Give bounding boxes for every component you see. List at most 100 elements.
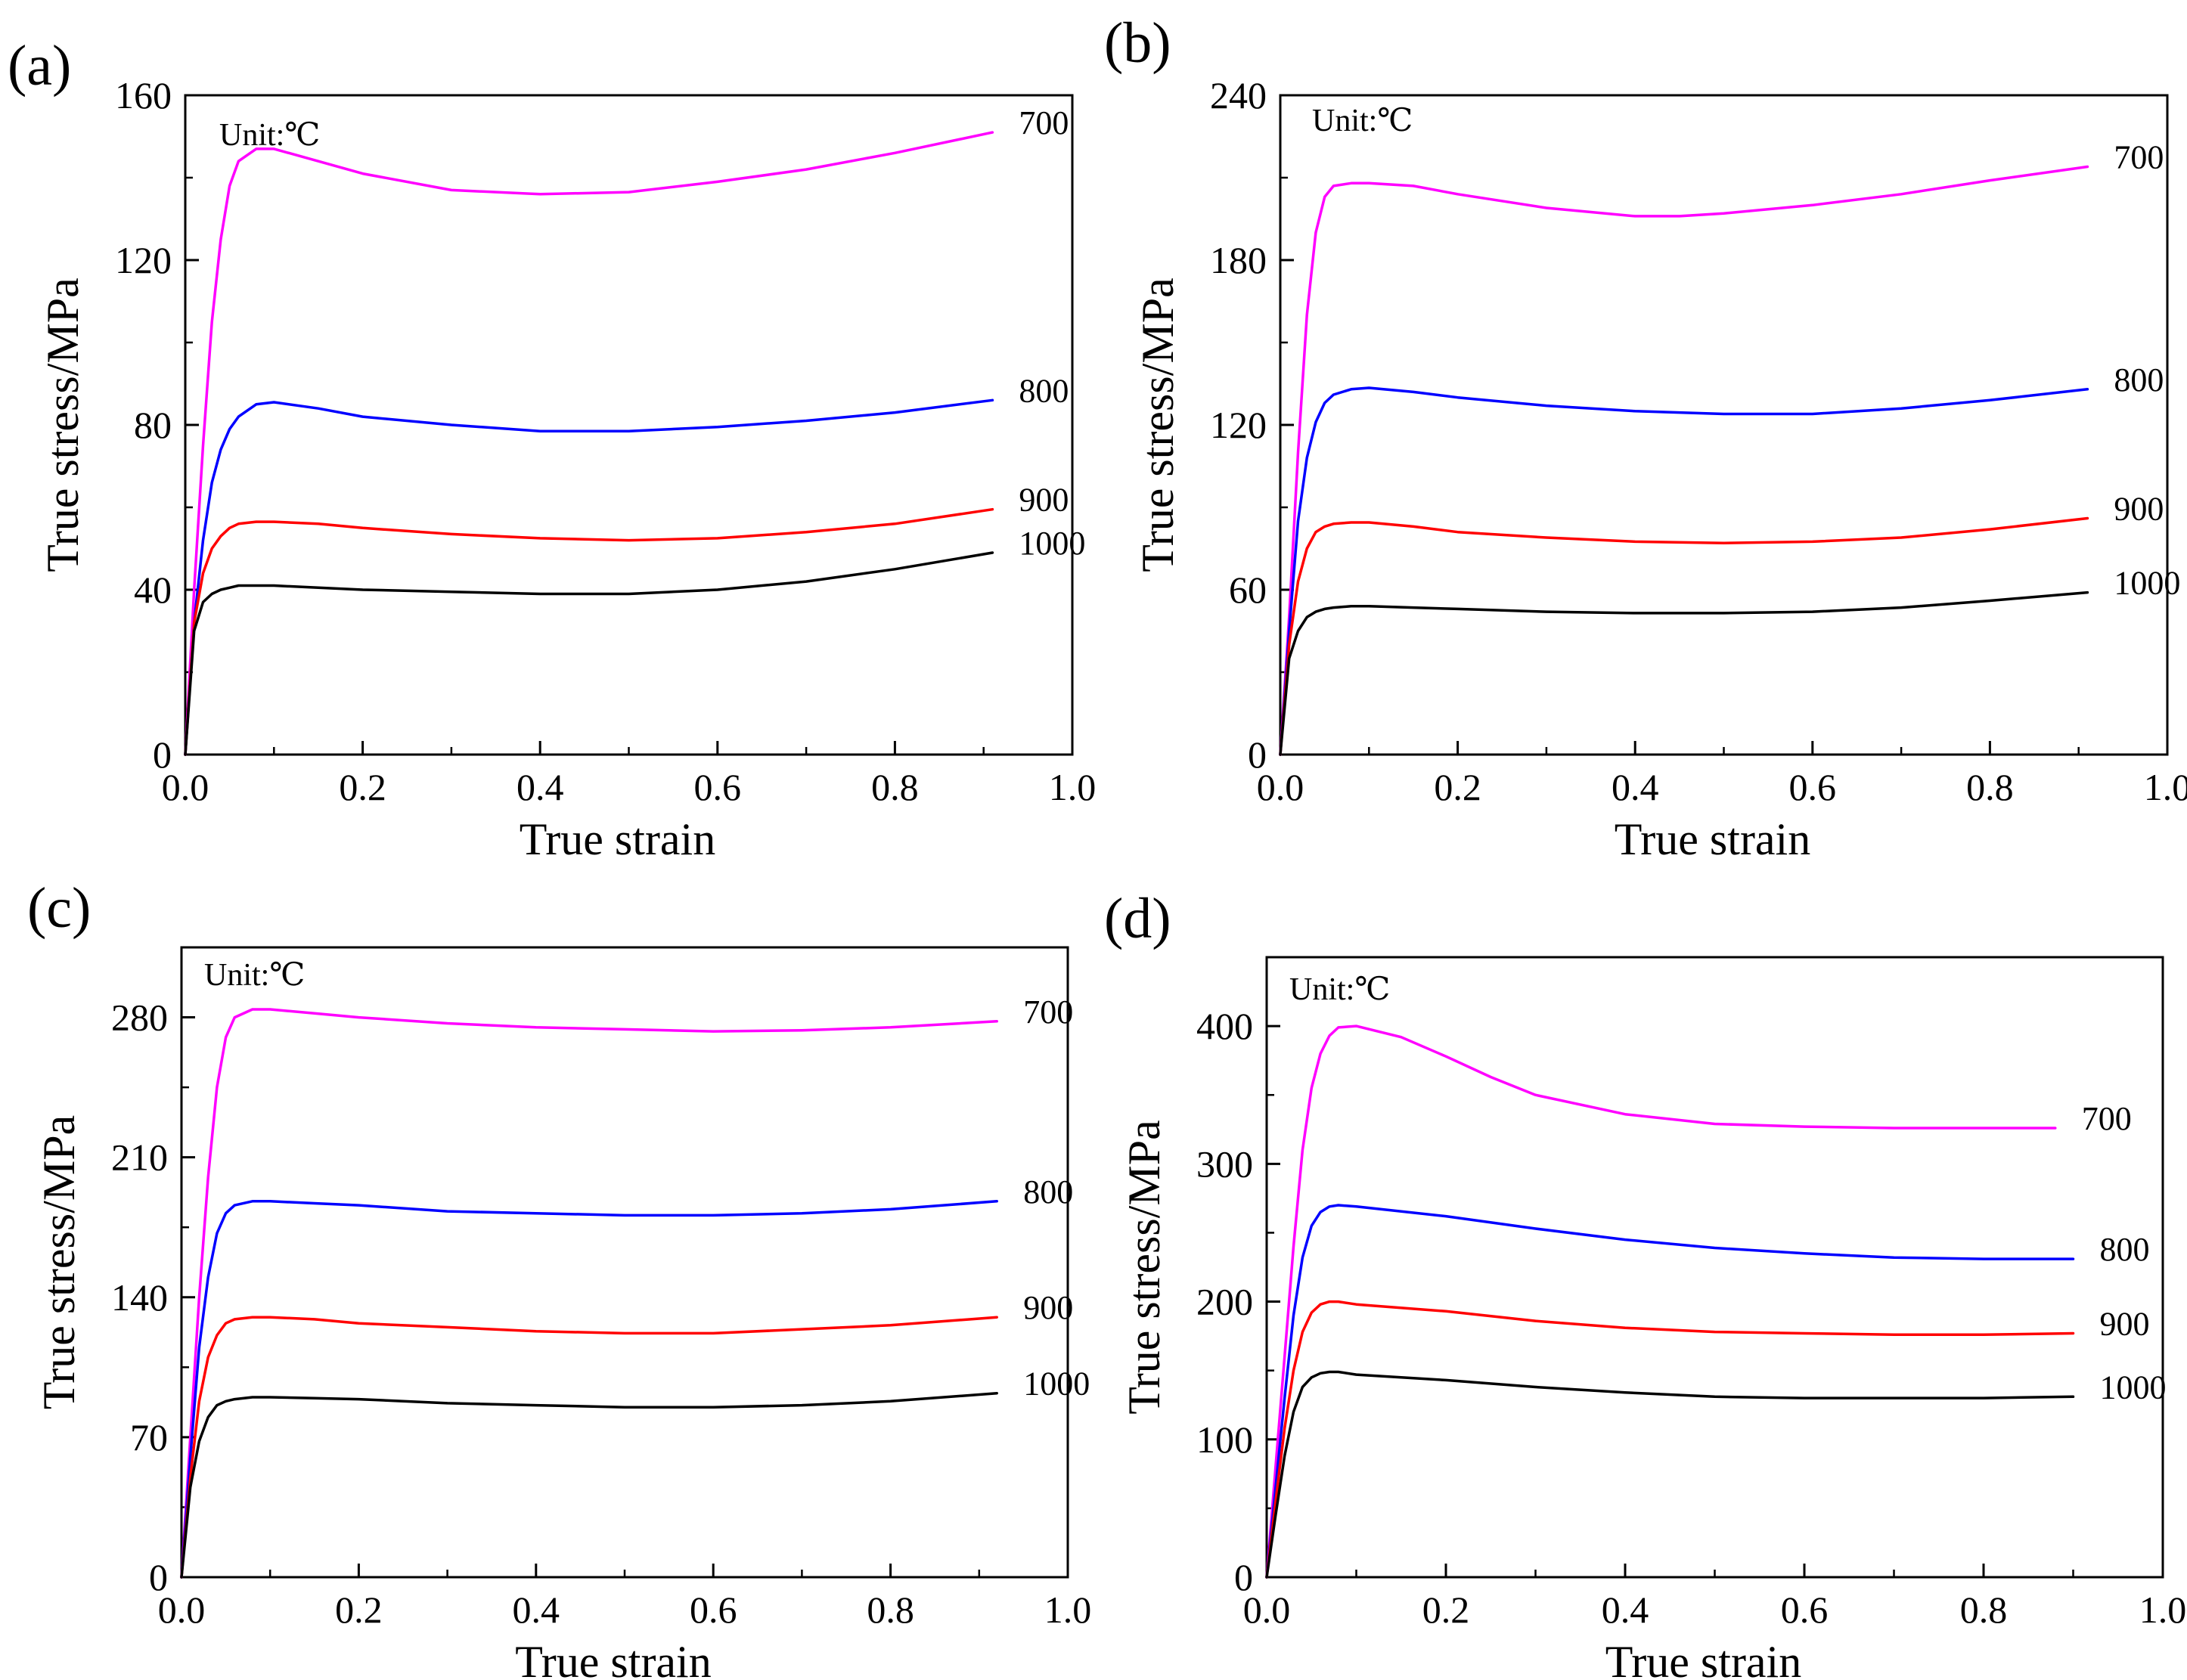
x-tick-label: 0.4 bbox=[1612, 766, 1659, 808]
x-tick-label: 0.6 bbox=[694, 766, 742, 808]
x-tick-label: 0.4 bbox=[517, 766, 564, 808]
x-tick-label: 1.0 bbox=[1044, 1589, 1092, 1631]
y-axis-label: True stress/MPa bbox=[34, 1115, 84, 1410]
y-tick-label: 0 bbox=[1248, 733, 1267, 776]
unit-note: Unit:℃ bbox=[219, 118, 320, 153]
x-tick-label: 1.0 bbox=[1049, 766, 1097, 808]
x-tick-label: 0.0 bbox=[162, 766, 209, 808]
x-tick-label: 0.6 bbox=[1789, 766, 1837, 808]
series-line-700 bbox=[1265, 1024, 2057, 1579]
x-tick-label: 0.0 bbox=[1257, 766, 1304, 808]
y-tick-label: 60 bbox=[1229, 569, 1267, 611]
x-tick-label: 1.0 bbox=[2139, 1589, 2187, 1631]
series-line-1000 bbox=[1279, 590, 2089, 756]
chart-panel-4: (d) 0.0 0.2 0.4 0.6 0.8 1.0 0 100 200 300 400 True s… bbox=[1104, 887, 2186, 1680]
x-tick-label: 0.4 bbox=[513, 1589, 560, 1631]
series-label-800: 800 bbox=[2114, 361, 2164, 398]
y-tick-label: 0 bbox=[149, 1556, 168, 1598]
x-tick-label: 0.4 bbox=[1602, 1589, 1649, 1631]
series-label-900: 900 bbox=[2114, 491, 2164, 528]
y-axis-label: True stress/MPa bbox=[1133, 277, 1183, 572]
y-tick-label: 200 bbox=[1196, 1281, 1253, 1323]
y-tick-label: 70 bbox=[130, 1416, 168, 1458]
series-label-700: 700 bbox=[2082, 1100, 2132, 1137]
x-tick-label: 0.0 bbox=[1243, 1589, 1291, 1631]
x-tick-label: 0.0 bbox=[158, 1589, 206, 1631]
unit-note: Unit:℃ bbox=[204, 958, 305, 993]
series-line-700 bbox=[180, 1008, 998, 1579]
x-axis-label: True strain bbox=[515, 1637, 711, 1680]
y-tick-label: 140 bbox=[111, 1276, 168, 1319]
series-line-1000 bbox=[1265, 1370, 2075, 1579]
plot-frame bbox=[1279, 94, 2169, 756]
series-line-1000 bbox=[180, 1391, 998, 1579]
plot-frame bbox=[180, 946, 1069, 1579]
series-line-900 bbox=[1265, 1300, 2075, 1579]
y-tick-label: 40 bbox=[134, 569, 172, 611]
series-label-700: 700 bbox=[1019, 104, 1069, 141]
series-line-1000 bbox=[184, 551, 994, 756]
series-label-800: 800 bbox=[1023, 1173, 1073, 1210]
chart-panel-2: (b) 0.0 0.2 0.4 0.6 0.8 1.0 0 60 120 180 240 True st… bbox=[1104, 11, 2187, 864]
series-label-900: 900 bbox=[2100, 1305, 2150, 1342]
panel-label: (d) bbox=[1104, 887, 1171, 950]
series-line-800 bbox=[180, 1200, 998, 1579]
x-tick-label: 0.8 bbox=[867, 1589, 914, 1631]
x-axis-label: True strain bbox=[520, 814, 715, 864]
y-tick-label: 120 bbox=[1210, 404, 1267, 446]
series-line-700 bbox=[184, 131, 994, 756]
y-tick-label: 300 bbox=[1196, 1142, 1253, 1185]
plot-frame bbox=[1265, 956, 2164, 1579]
series-label-900: 900 bbox=[1023, 1289, 1073, 1326]
y-tick-label: 0 bbox=[153, 733, 172, 776]
x-tick-label: 0.6 bbox=[1781, 1589, 1829, 1631]
series-line-800 bbox=[184, 398, 994, 756]
panel-label: (b) bbox=[1104, 11, 1171, 75]
series-line-800 bbox=[1279, 386, 2089, 756]
unit-note: Unit:℃ bbox=[1312, 104, 1413, 138]
panel-label: (c) bbox=[27, 876, 91, 940]
y-tick-label: 80 bbox=[134, 404, 172, 446]
series-line-900 bbox=[184, 507, 994, 756]
series-label-700: 700 bbox=[1023, 993, 1073, 1031]
x-tick-label: 1.0 bbox=[2144, 766, 2187, 808]
y-tick-label: 120 bbox=[115, 239, 172, 281]
y-tick-label: 280 bbox=[111, 997, 168, 1039]
y-tick-label: 210 bbox=[111, 1136, 168, 1179]
x-tick-label: 0.8 bbox=[1960, 1589, 2008, 1631]
y-tick-label: 100 bbox=[1196, 1418, 1253, 1461]
panel-label: (a) bbox=[8, 34, 71, 98]
chart-panel-1: (a) 0.0 0.2 0.4 0.6 0.8 1.0 0 40 80 120 160 True str… bbox=[8, 34, 1096, 864]
y-tick-label: 160 bbox=[115, 74, 172, 116]
x-axis-label: True strain bbox=[1615, 814, 1810, 864]
series-line-900 bbox=[1279, 516, 2089, 756]
series-line-700 bbox=[1279, 165, 2089, 756]
series-label-1000: 1000 bbox=[2114, 565, 2180, 602]
series-label-800: 800 bbox=[2100, 1231, 2150, 1268]
unit-note: Unit:℃ bbox=[1289, 972, 1390, 1007]
x-tick-label: 0.2 bbox=[1434, 766, 1481, 808]
series-label-900: 900 bbox=[1019, 482, 1069, 519]
y-tick-label: 180 bbox=[1210, 239, 1267, 281]
x-tick-label: 0.6 bbox=[690, 1589, 737, 1631]
y-axis-label: True stress/MPa bbox=[38, 277, 88, 572]
chart-panel-3: (c) 0.0 0.2 0.4 0.6 0.8 1.0 0 70 140 210 280 True st… bbox=[27, 876, 1091, 1680]
series-line-800 bbox=[1265, 1204, 2075, 1579]
x-tick-label: 0.2 bbox=[339, 766, 386, 808]
x-tick-label: 0.2 bbox=[335, 1589, 383, 1631]
x-tick-label: 0.8 bbox=[1966, 766, 2014, 808]
plot-frame bbox=[184, 94, 1074, 756]
series-label-800: 800 bbox=[1019, 372, 1069, 409]
series-line-900 bbox=[180, 1316, 998, 1579]
y-tick-label: 0 bbox=[1234, 1556, 1253, 1598]
series-label-1000: 1000 bbox=[2100, 1368, 2167, 1406]
x-axis-label: True strain bbox=[1605, 1637, 1801, 1680]
series-label-1000: 1000 bbox=[1019, 525, 1085, 562]
series-label-700: 700 bbox=[2114, 138, 2164, 175]
y-tick-label: 400 bbox=[1196, 1005, 1253, 1047]
y-axis-label: True stress/MPa bbox=[1119, 1120, 1169, 1415]
series-label-1000: 1000 bbox=[1023, 1365, 1090, 1403]
y-tick-label: 240 bbox=[1210, 74, 1267, 116]
x-tick-label: 0.2 bbox=[1422, 1589, 1470, 1631]
